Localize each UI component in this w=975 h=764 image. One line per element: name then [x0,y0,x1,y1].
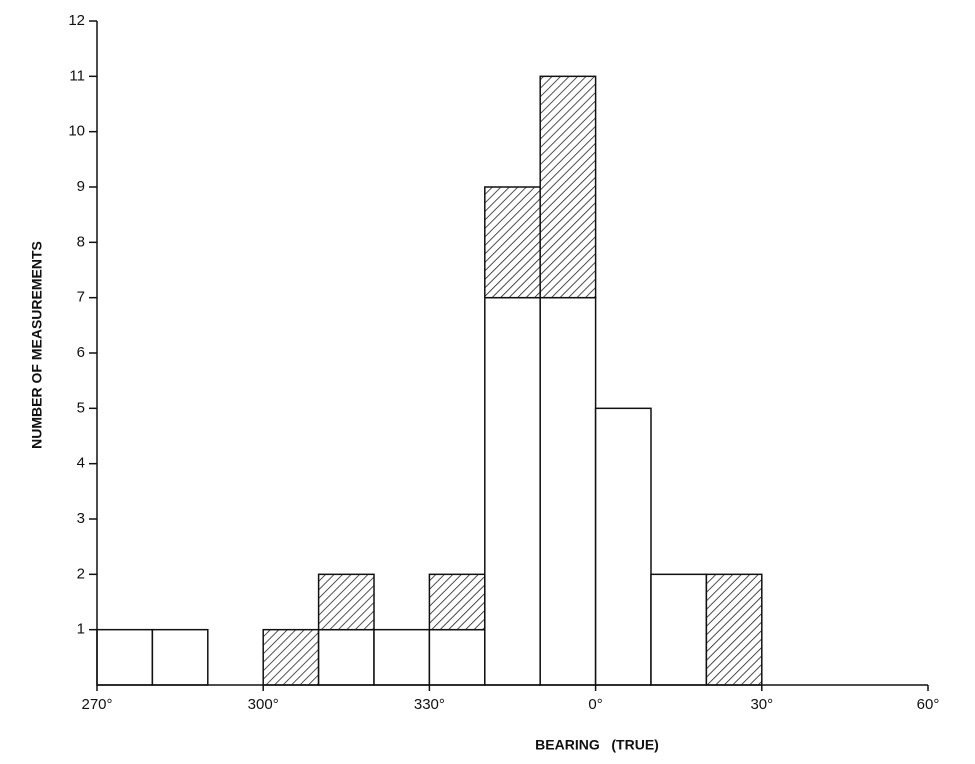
x-tick-label: 270° [81,696,112,713]
bar [262,628,320,686]
bar [650,573,708,686]
x-axis-label: BEARING (TRUE) [535,737,659,753]
y-tick-label: 1 [77,621,85,638]
y-axis-label: NUMBER OF MEASUREMENTS [29,241,45,449]
y-tick-label: 4 [77,455,85,472]
x-tick-label: 0° [588,696,602,713]
x-tick-label: 300° [248,696,279,713]
y-tick-label: 10 [68,123,85,140]
x-tick-label: 30° [750,696,773,713]
bar [428,628,486,686]
bar [484,296,541,686]
bar [317,628,375,686]
bar [539,75,597,299]
bar [317,573,375,631]
y-tick-label: 5 [77,399,85,416]
bar [539,296,597,686]
y-tick-label: 9 [77,178,85,195]
bar [96,628,154,686]
y-tick-label: 2 [77,565,85,582]
x-tick-label: 60° [917,696,940,713]
bar [705,573,763,686]
y-tick-label: 3 [77,510,85,527]
y-tick-label: 11 [69,67,85,84]
bar [373,628,431,686]
y-tick-label: 7 [77,289,85,306]
y-tick-label: 12 [68,12,85,29]
bar [484,186,541,299]
bar [428,573,486,631]
bar [151,628,209,686]
x-tick-label: 330° [414,696,445,713]
y-tick-label: 6 [77,344,85,361]
bar [594,407,652,686]
y-tick-label: 8 [77,233,85,250]
